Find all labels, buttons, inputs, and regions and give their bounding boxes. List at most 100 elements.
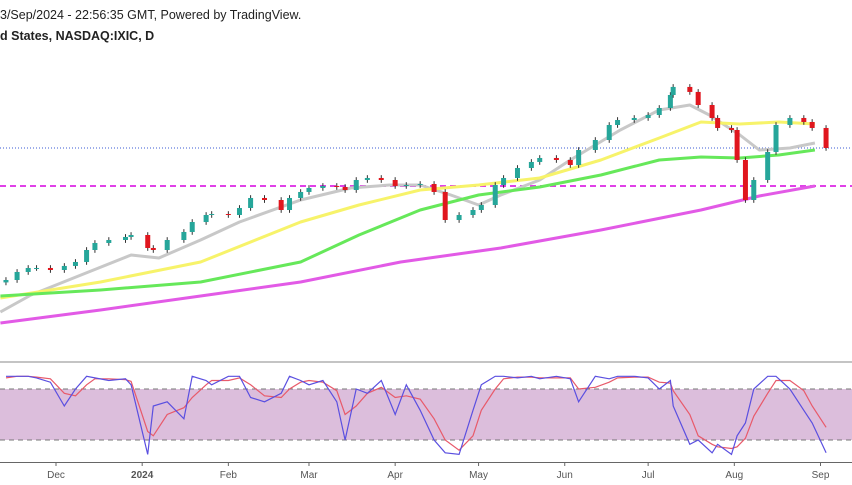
candle-body (615, 120, 621, 125)
candle (742, 157, 748, 203)
candle-body (84, 250, 90, 262)
stochastic-pane (0, 375, 852, 456)
candle-body (606, 125, 612, 140)
candle (392, 177, 398, 189)
x-tick-label: Jul (642, 470, 655, 481)
candle-body (262, 197, 267, 200)
candle (773, 122, 779, 155)
candle-body (164, 240, 170, 250)
candle (320, 183, 326, 191)
candle-body (236, 207, 242, 215)
candle (287, 195, 293, 213)
candle (667, 92, 673, 111)
candle-body (709, 105, 715, 118)
candle (687, 84, 693, 95)
x-tick-label: Mar (300, 470, 318, 481)
candle-body (645, 115, 651, 118)
candle (431, 181, 437, 195)
candle (128, 232, 134, 240)
sma-200-line (0, 184, 816, 325)
candle (209, 211, 215, 218)
candle (478, 202, 484, 213)
x-tick-label: Aug (725, 470, 743, 481)
candle (514, 165, 520, 181)
candle-body (470, 210, 476, 215)
candle (715, 115, 721, 131)
candle-body (567, 160, 573, 165)
symbol-title: d States, NASDAQ:IXIC, D (0, 29, 155, 43)
candle-body (801, 117, 807, 122)
candle-body (189, 222, 195, 232)
candle-body (392, 180, 398, 186)
candle (645, 112, 651, 121)
candle-body (248, 197, 254, 208)
candle (528, 159, 534, 171)
candle (501, 175, 507, 188)
candle (106, 237, 112, 246)
candle-body (298, 191, 304, 198)
candle (248, 195, 254, 211)
stoch-k-line (6, 375, 827, 456)
candle (787, 115, 793, 128)
candle-body (456, 215, 462, 220)
candle-body (225, 213, 231, 215)
candle-body (378, 177, 384, 180)
x-tick-label: 2024 (131, 470, 154, 481)
x-tick-label: Apr (387, 470, 403, 481)
candle (801, 115, 807, 125)
candle (470, 207, 476, 218)
candle (150, 245, 156, 253)
candle (47, 265, 53, 273)
candle-body (61, 265, 67, 270)
candle-body (773, 125, 779, 152)
candle (34, 265, 40, 271)
candle (298, 189, 304, 201)
candle-body (787, 117, 793, 125)
candle (364, 175, 370, 183)
candle (417, 181, 423, 188)
candle (84, 247, 90, 265)
candle (823, 125, 829, 151)
candle-body (106, 240, 112, 243)
candle-body (765, 151, 771, 180)
candle-body (687, 86, 693, 92)
candle-body (334, 185, 340, 187)
candle-body (353, 180, 359, 190)
candle (14, 269, 20, 283)
candle (72, 259, 78, 269)
candle-body (25, 267, 31, 272)
candle (342, 184, 348, 193)
candle (492, 182, 498, 208)
candle-body (209, 213, 215, 215)
candle (576, 147, 582, 168)
candle (729, 125, 735, 133)
main-price-pane (0, 84, 852, 325)
candle (92, 240, 98, 253)
candle-body (514, 167, 520, 178)
sma-50-line (0, 120, 815, 300)
candle (734, 127, 740, 163)
candle (631, 115, 637, 123)
candle-body (203, 215, 209, 223)
candle (567, 157, 573, 168)
candle (164, 237, 170, 253)
candle-body (145, 235, 151, 248)
candle-body (553, 157, 559, 160)
candle-body (751, 180, 757, 200)
candle-body (123, 236, 128, 240)
candle-body (809, 121, 815, 128)
candle-body (695, 91, 701, 105)
candle (123, 234, 128, 243)
candle (670, 84, 676, 98)
sma-100-line (0, 148, 816, 298)
candle-body (592, 140, 598, 150)
x-tick-label: Jun (557, 470, 573, 481)
candle (189, 219, 195, 235)
candle (765, 149, 771, 183)
x-tick-label: Sep (812, 470, 830, 481)
candle-body (3, 280, 9, 283)
candle (306, 185, 312, 195)
candle-body (442, 191, 448, 220)
candle (203, 212, 209, 225)
